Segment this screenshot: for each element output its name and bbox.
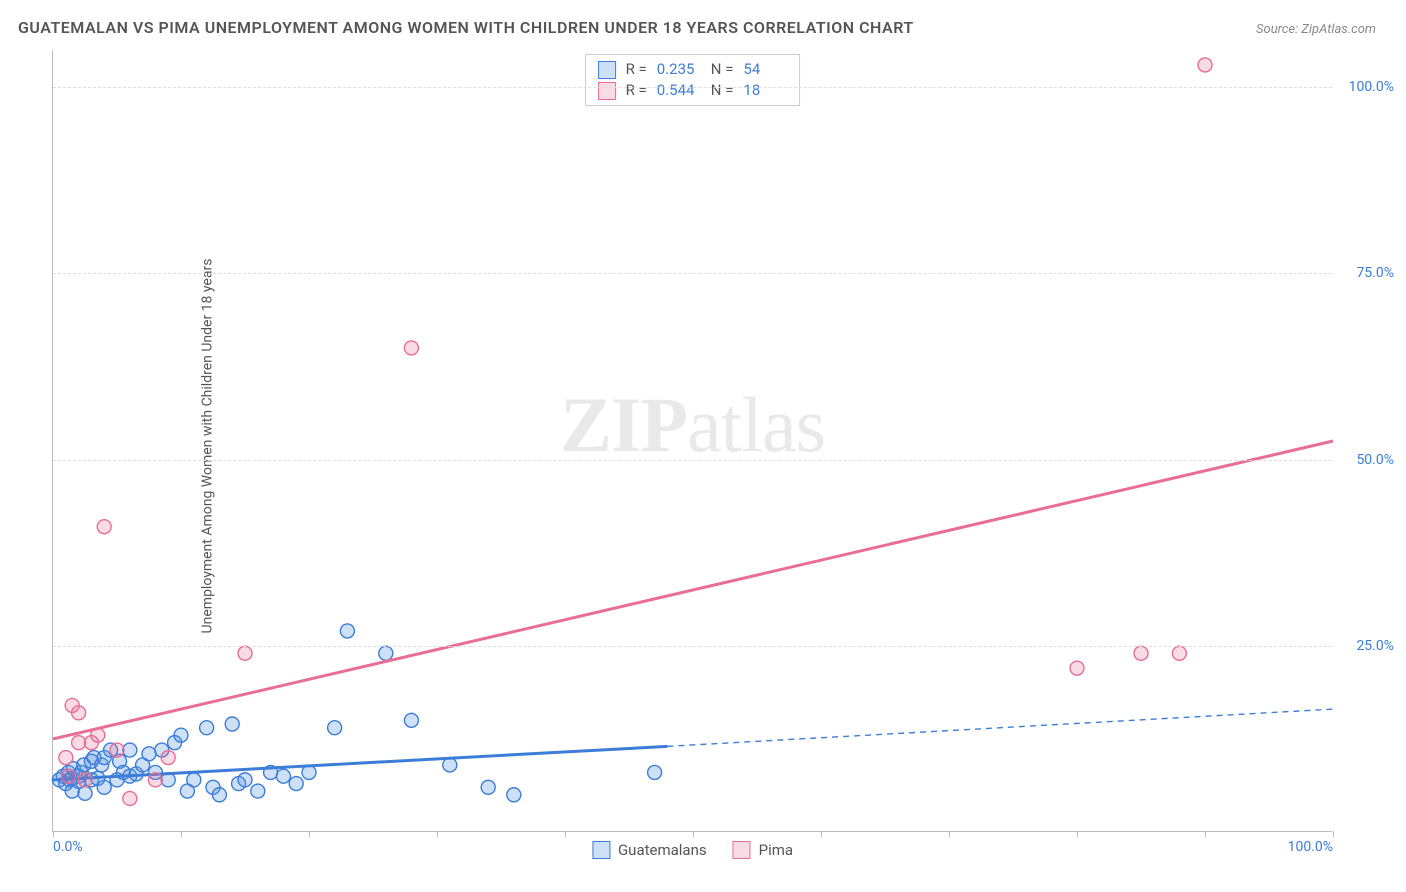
source-credit: Source: ZipAtlas.com [1256,22,1376,37]
gridline [53,460,1332,461]
scatter-point [289,777,303,791]
x-tick [309,831,310,837]
scatter-point [238,773,252,787]
scatter-point [225,717,239,731]
swatch-blue-icon [592,841,610,859]
gridline [53,646,1332,647]
x-tick [53,831,54,837]
scatter-point [59,751,73,765]
scatter-point [328,721,342,735]
series-legend: Guatemalans Pima [592,841,793,859]
scatter-point [443,758,457,772]
scatter-point [97,780,111,794]
scatter-point [251,784,265,798]
scatter-point [174,728,188,742]
scatter-point [110,743,124,757]
x-tick-label-left: 0.0% [53,839,83,855]
scatter-point [379,646,393,660]
scatter-point [276,769,290,783]
scatter-point [1198,58,1212,72]
legend-label: Guatemalans [618,841,707,859]
scatter-point [1134,646,1148,660]
x-tick [565,831,566,837]
x-tick [949,831,950,837]
y-tick-label: 50.0% [1356,452,1394,468]
scatter-point [97,520,111,534]
y-tick-label: 25.0% [1356,638,1394,654]
scatter-point [404,341,418,355]
x-tick [1205,831,1206,837]
scatter-point [61,769,75,783]
x-tick [437,831,438,837]
scatter-point [142,747,156,761]
scatter-point [340,624,354,638]
scatter-point [404,713,418,727]
scatter-point [1172,646,1186,660]
scatter-point [123,743,137,757]
x-tick [693,831,694,837]
chart-title: GUATEMALAN VS PIMA UNEMPLOYMENT AMONG WO… [18,18,914,37]
scatter-point [187,773,201,787]
gridline [53,87,1332,88]
scatter-point [78,773,92,787]
scatter-point [238,646,252,660]
scatter-point [161,751,175,765]
scatter-point [212,788,226,802]
scatter-point [507,788,521,802]
y-tick-label: 100.0% [1349,79,1394,95]
x-tick [181,831,182,837]
swatch-pink-icon [733,841,751,859]
scatter-point [78,786,92,800]
y-tick-label: 75.0% [1356,265,1394,281]
scatter-point [1070,661,1084,675]
scatter-point [200,721,214,735]
x-tick [1333,831,1334,837]
scatter-point [72,736,86,750]
plot-area: ZIPatlas R = 0.235 N = 54 R = 0.544 N = … [52,50,1332,832]
scatter-point [481,780,495,794]
trend-line [53,441,1333,739]
x-tick [821,831,822,837]
legend-item-guatemalans: Guatemalans [592,841,707,859]
chart-svg [53,50,1332,831]
legend-label: Pima [759,841,793,859]
trend-line-extrapolated [667,709,1333,746]
x-tick [1077,831,1078,837]
x-tick-label-right: 100.0% [1288,839,1333,855]
scatter-point [148,773,162,787]
scatter-point [648,765,662,779]
gridline [53,273,1332,274]
scatter-point [72,706,86,720]
legend-item-pima: Pima [733,841,793,859]
scatter-point [123,791,137,805]
